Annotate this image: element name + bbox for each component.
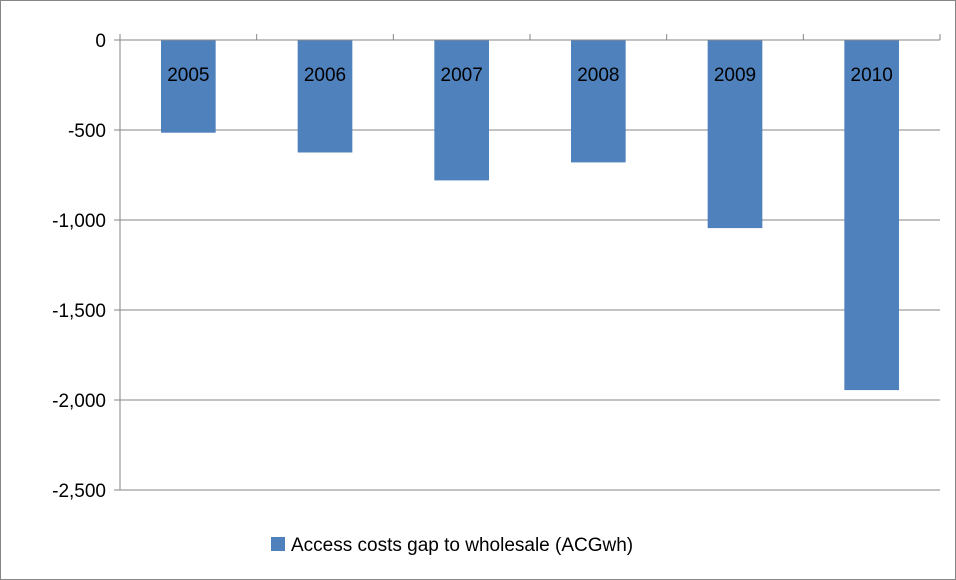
y-tick-label: -1,000 [52, 211, 106, 232]
y-tick-label: -2,000 [52, 391, 106, 412]
bar-2006 [297, 40, 353, 153]
bar-2008 [571, 40, 626, 163]
y-tick-label: 0 [95, 31, 106, 52]
gridlines [120, 129, 940, 491]
bar-2007 [434, 40, 489, 181]
x-tick-label: 2007 [441, 65, 483, 86]
legend: Access costs gap to wholesale (ACGwh) [271, 535, 633, 556]
labels: 0 -500 -1,000 -1,500 -2,000 -2,500 2005 2006 200… [52, 31, 893, 502]
x-tick-label: 2006 [304, 65, 346, 86]
y-tick-label: -500 [68, 121, 106, 142]
y-tick-label: -1,500 [52, 301, 106, 322]
bar-2005 [161, 40, 216, 133]
legend-label: Access costs gap to wholesale (ACGwh) [291, 535, 633, 556]
x-tick-label: 2005 [167, 65, 209, 86]
legend-swatch [271, 537, 285, 551]
x-tick-label: 2010 [851, 65, 893, 86]
axes [114, 34, 941, 491]
x-tick-label: 2009 [714, 65, 756, 86]
y-tick-label: -2,500 [52, 481, 106, 502]
bar-2009 [707, 40, 763, 229]
x-tick-label: 2008 [577, 65, 619, 86]
bars [161, 40, 899, 391]
bar-2010 [844, 40, 899, 391]
